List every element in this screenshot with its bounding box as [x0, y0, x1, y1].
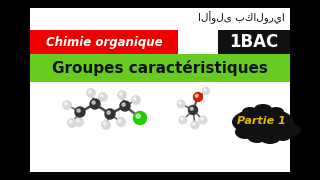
Circle shape: [177, 100, 185, 108]
FancyBboxPatch shape: [218, 30, 290, 54]
Circle shape: [181, 118, 183, 120]
Circle shape: [102, 121, 110, 129]
Circle shape: [133, 111, 147, 125]
Ellipse shape: [268, 107, 284, 117]
Circle shape: [105, 109, 115, 119]
Text: Chimie organique: Chimie organique: [46, 35, 162, 48]
Text: 1BAC: 1BAC: [229, 33, 279, 51]
Circle shape: [77, 109, 80, 112]
Circle shape: [201, 118, 203, 120]
Circle shape: [75, 118, 83, 126]
Circle shape: [76, 120, 79, 122]
Circle shape: [194, 93, 203, 102]
Circle shape: [118, 91, 126, 99]
Ellipse shape: [247, 129, 267, 143]
Circle shape: [87, 89, 95, 97]
Circle shape: [103, 122, 106, 125]
Circle shape: [195, 94, 198, 97]
Circle shape: [199, 116, 207, 124]
Circle shape: [92, 101, 95, 104]
Text: Partie 1: Partie 1: [236, 116, 285, 126]
Circle shape: [90, 99, 100, 109]
Circle shape: [65, 102, 67, 105]
Circle shape: [136, 114, 140, 118]
Circle shape: [117, 118, 125, 126]
Circle shape: [68, 119, 76, 127]
FancyBboxPatch shape: [30, 8, 290, 172]
Text: الأولى بكالوريا: الأولى بكالوريا: [198, 12, 285, 24]
FancyBboxPatch shape: [30, 30, 178, 54]
Circle shape: [107, 111, 110, 114]
Circle shape: [118, 120, 121, 122]
Circle shape: [188, 105, 197, 114]
Ellipse shape: [254, 104, 272, 114]
Circle shape: [179, 102, 181, 104]
Circle shape: [75, 107, 85, 117]
Circle shape: [100, 94, 103, 97]
Ellipse shape: [285, 124, 301, 136]
Ellipse shape: [232, 108, 294, 136]
Circle shape: [122, 103, 125, 106]
Circle shape: [99, 93, 107, 101]
FancyBboxPatch shape: [30, 54, 290, 82]
Circle shape: [63, 101, 71, 109]
Circle shape: [179, 116, 187, 124]
Circle shape: [193, 123, 195, 125]
Circle shape: [119, 93, 122, 95]
Circle shape: [69, 120, 72, 123]
Circle shape: [120, 101, 130, 111]
Ellipse shape: [259, 130, 281, 144]
Circle shape: [191, 121, 199, 129]
Text: Groupes caractéristiques: Groupes caractéristiques: [52, 60, 268, 76]
Ellipse shape: [235, 125, 255, 139]
Ellipse shape: [242, 107, 258, 117]
Circle shape: [132, 96, 140, 104]
Circle shape: [203, 87, 210, 95]
Circle shape: [190, 107, 193, 110]
Circle shape: [88, 91, 91, 93]
Ellipse shape: [274, 127, 292, 141]
Circle shape: [133, 98, 136, 100]
Circle shape: [204, 89, 206, 91]
